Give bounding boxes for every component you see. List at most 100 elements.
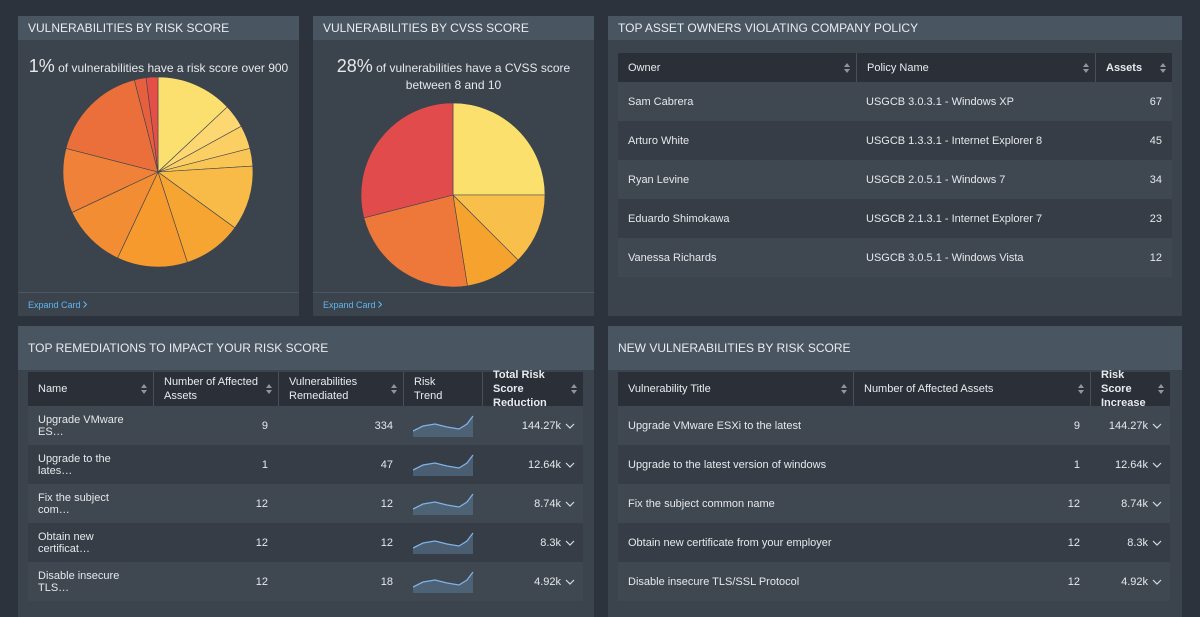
sort-icon[interactable] xyxy=(571,384,577,394)
cell-text: Sam Cabrera xyxy=(628,96,693,108)
expand-chevron[interactable] xyxy=(1152,501,1162,507)
table-cell: USGCB 1.3.3.1 - Internet Explorer 8 xyxy=(856,121,1095,160)
sort-icon[interactable] xyxy=(844,63,850,73)
cell-text: Upgrade VMware ES… xyxy=(38,414,143,438)
expand-chevron[interactable] xyxy=(565,423,575,429)
header-text[interactable]: Number of Affected Assets xyxy=(864,382,993,396)
sort-icon[interactable] xyxy=(266,384,272,394)
pie-chart xyxy=(313,16,594,292)
table-cell: 1 xyxy=(153,445,278,484)
cell-text: 12 xyxy=(1068,498,1080,510)
column-header[interactable]: Owner xyxy=(618,53,856,82)
cell-text: 12 xyxy=(381,537,393,549)
table-cell: Vanessa Richards xyxy=(618,238,856,277)
card-title: NEW VULNERABILITIES BY RISK SCORE xyxy=(608,326,1182,370)
column-header[interactable]: Assets xyxy=(1095,53,1172,82)
column-header[interactable]: Risk Trend xyxy=(403,372,482,406)
expand-card-link[interactable]: Expand Card xyxy=(323,300,382,310)
cell-text: 23 xyxy=(1150,213,1162,225)
sparkline xyxy=(413,454,475,476)
sparkline xyxy=(413,415,475,437)
expand-chevron[interactable] xyxy=(1152,423,1162,429)
column-header[interactable]: Risk Score Increase xyxy=(1090,372,1170,406)
chevron-glyph xyxy=(566,580,574,584)
expand-chevron[interactable] xyxy=(565,501,575,507)
sort-icon[interactable] xyxy=(391,384,397,394)
expand-chevron[interactable] xyxy=(565,540,575,546)
cell-text: 8.74k xyxy=(534,498,561,510)
column-header[interactable]: Vulnerability Title xyxy=(618,372,853,406)
column-header[interactable]: Number of Affected Assets xyxy=(153,372,278,406)
table-cell: Fix the subject common name xyxy=(618,484,853,523)
cell-text: Ryan Levine xyxy=(628,174,689,186)
sort-icon[interactable] xyxy=(841,384,847,394)
table-cell: 18 xyxy=(278,562,403,601)
column-header[interactable]: Vulnerabilities Remediated xyxy=(278,372,403,406)
cell-text: Disable insecure TLS… xyxy=(38,570,143,594)
expand-card-link[interactable]: Expand Card xyxy=(28,300,87,310)
header-text[interactable]: Vulnerability Title xyxy=(628,382,711,396)
chevron xyxy=(83,301,87,308)
table-cell: 8.3k xyxy=(482,523,583,562)
header-text[interactable]: Risk Score Increase xyxy=(1101,368,1152,410)
column-header[interactable]: Name xyxy=(28,372,153,406)
expand-chevron[interactable] xyxy=(1152,462,1162,468)
table-cell: Upgrade VMware ES… xyxy=(28,406,153,445)
table-cell: 12 xyxy=(1095,238,1172,277)
sort-icon[interactable] xyxy=(1083,63,1089,73)
sort-glyph xyxy=(844,63,850,73)
pie-chart xyxy=(18,16,299,292)
table-cell: 47 xyxy=(278,445,403,484)
table-cell: 9 xyxy=(853,406,1090,445)
cell-text: USGCB 2.1.3.1 - Internet Explorer 7 xyxy=(866,213,1042,225)
table-cell: Arturo White xyxy=(618,121,856,160)
cell-text: 9 xyxy=(262,420,268,432)
table-cell: Upgrade to the lates… xyxy=(28,445,153,484)
table-cell: 8.74k xyxy=(482,484,583,523)
header-text[interactable]: Vulnerabilities Remediated xyxy=(289,375,385,403)
header-text[interactable]: Name xyxy=(38,382,67,396)
column-header[interactable]: Policy Name xyxy=(856,53,1095,82)
link-text[interactable]: Expand Card xyxy=(323,300,376,310)
expand-chevron[interactable] xyxy=(565,579,575,585)
cell-text: 12 xyxy=(1150,252,1162,264)
table-cell: Obtain new certificat… xyxy=(28,523,153,562)
chevron-glyph xyxy=(1153,580,1161,584)
sort-glyph xyxy=(141,384,147,394)
table-cell: Obtain new certificate from your employe… xyxy=(618,523,853,562)
header-text[interactable]: Number of Affected Assets xyxy=(164,375,260,403)
cell-text: Fix the subject com… xyxy=(38,492,143,516)
expand-chevron[interactable] xyxy=(1152,540,1162,546)
cell-text: 334 xyxy=(375,420,393,432)
link-text[interactable]: Expand Card xyxy=(28,300,81,310)
column-header[interactable]: Total Risk Score Reduction xyxy=(482,372,583,406)
cell-text: USGCB 3.0.5.1 - Windows Vista xyxy=(866,252,1024,264)
table-cell: Disable insecure TLS… xyxy=(28,562,153,601)
table-cell: 4.92k xyxy=(1090,562,1170,601)
cell-text: 12 xyxy=(256,498,268,510)
header-text[interactable]: Total Risk Score Reduction xyxy=(493,368,565,410)
expand-chevron[interactable] xyxy=(565,462,575,468)
header-text[interactable]: Risk Trend xyxy=(414,375,464,403)
table-cell: 12 xyxy=(278,523,403,562)
table-cell: Disable insecure TLS/SSL Protocol xyxy=(618,562,853,601)
sort-glyph xyxy=(1083,63,1089,73)
cell-text: 45 xyxy=(1150,135,1162,147)
sort-icon[interactable] xyxy=(1078,384,1084,394)
sort-icon[interactable] xyxy=(1158,384,1164,394)
table-cell: 12 xyxy=(153,484,278,523)
header-text[interactable]: Policy Name xyxy=(867,61,929,75)
header-text[interactable]: Assets xyxy=(1106,61,1142,75)
header-text[interactable]: Owner xyxy=(628,61,660,75)
cell-text: 144.27k xyxy=(1109,420,1148,432)
sort-icon[interactable] xyxy=(141,384,147,394)
table-cell: 9 xyxy=(153,406,278,445)
expand-chevron[interactable] xyxy=(1152,579,1162,585)
sort-icon[interactable] xyxy=(1160,63,1166,73)
table-cell: 45 xyxy=(1095,121,1172,160)
sort-glyph xyxy=(266,384,272,394)
table-cell: 8.3k xyxy=(1090,523,1170,562)
column-header[interactable]: Number of Affected Assets xyxy=(853,372,1090,406)
remediations-card: TOP REMEDIATIONS TO IMPACT YOUR RISK SCO… xyxy=(18,326,594,617)
cell-text: 12.64k xyxy=(528,459,561,471)
